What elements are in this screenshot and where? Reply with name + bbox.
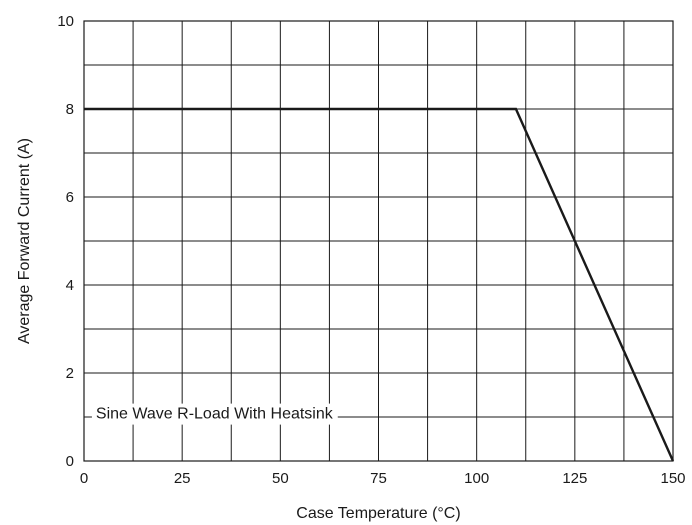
x-tick-label: 25 [174, 470, 191, 487]
x-axis-label: Case Temperature (°C) [296, 505, 460, 522]
y-axis-label: Average Forward Current (A) [16, 138, 33, 344]
tick-labels: 0 25 50 75 100 125 150 0 2 4 6 8 10 [57, 13, 685, 487]
annotation-background [91, 403, 338, 425]
x-tick-label: 125 [562, 470, 587, 487]
annotation-label: Sine Wave R-Load With Heatsink [96, 406, 334, 423]
y-tick-label: 0 [66, 453, 74, 470]
series-line [84, 107, 675, 462]
x-tick-label: 75 [370, 470, 387, 487]
grid [84, 21, 673, 461]
y-tick-label: 10 [57, 13, 74, 30]
marks [84, 107, 675, 462]
y-tick-label: 8 [66, 101, 74, 118]
x-tick-label: 0 [80, 470, 88, 487]
y-tick-label: 4 [66, 277, 74, 294]
x-tick-label: 100 [464, 470, 489, 487]
x-tick-label: 50 [272, 470, 289, 487]
y-tick-label: 2 [66, 365, 74, 382]
x-tick-label: 150 [660, 470, 685, 487]
y-tick-label: 6 [66, 189, 74, 206]
plot-frame [83, 20, 674, 462]
